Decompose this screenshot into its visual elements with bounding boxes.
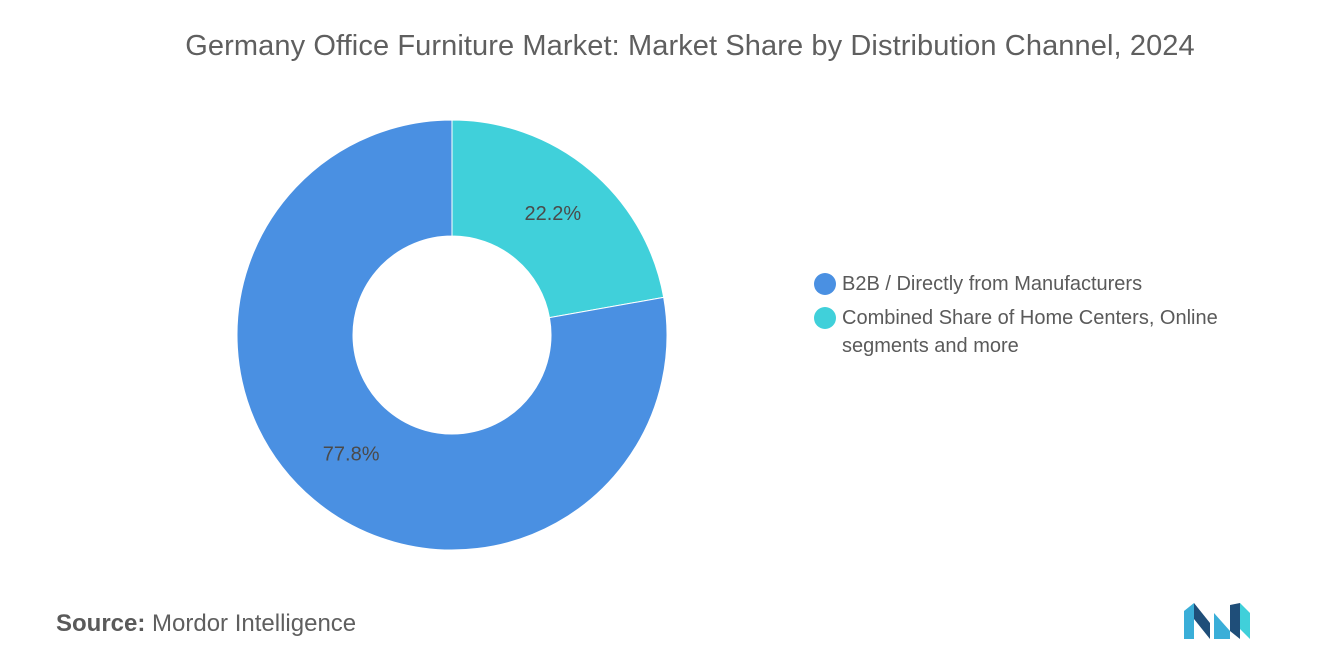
source-note: Source: Mordor Intelligence	[56, 610, 356, 638]
source-text: Mordor Intelligence	[152, 610, 357, 637]
legend-label-b2b: B2B / Directly from Manufacturers	[842, 273, 1143, 295]
legend-swatch-combined	[814, 307, 836, 329]
chart-title: Germany Office Furniture Market: Market …	[185, 30, 1195, 62]
donut-slice-1[interactable]	[236, 119, 668, 551]
legend-item-b2b[interactable]: B2B / Directly from Manufacturers	[814, 270, 1294, 298]
mordor-intelligence-logo-icon	[1184, 603, 1250, 639]
donut-data-label-1: 77.8%	[323, 444, 380, 466]
donut-data-label-0: 22.2%	[524, 203, 581, 225]
legend-item-combined[interactable]: Combined Share of Home Centers, Online s…	[814, 304, 1294, 360]
donut-data-labels: 22.2% 77.8%	[323, 203, 582, 466]
legend-swatch-b2b	[814, 273, 836, 295]
legend-label-combined: Combined Share of Home Centers, Online s…	[842, 307, 1218, 357]
legend: B2B / Directly from Manufacturers Combin…	[814, 270, 1294, 366]
donut-slices	[236, 119, 668, 551]
source-prefix: Source:	[56, 610, 146, 637]
donut-slice-0[interactable]	[451, 119, 665, 319]
